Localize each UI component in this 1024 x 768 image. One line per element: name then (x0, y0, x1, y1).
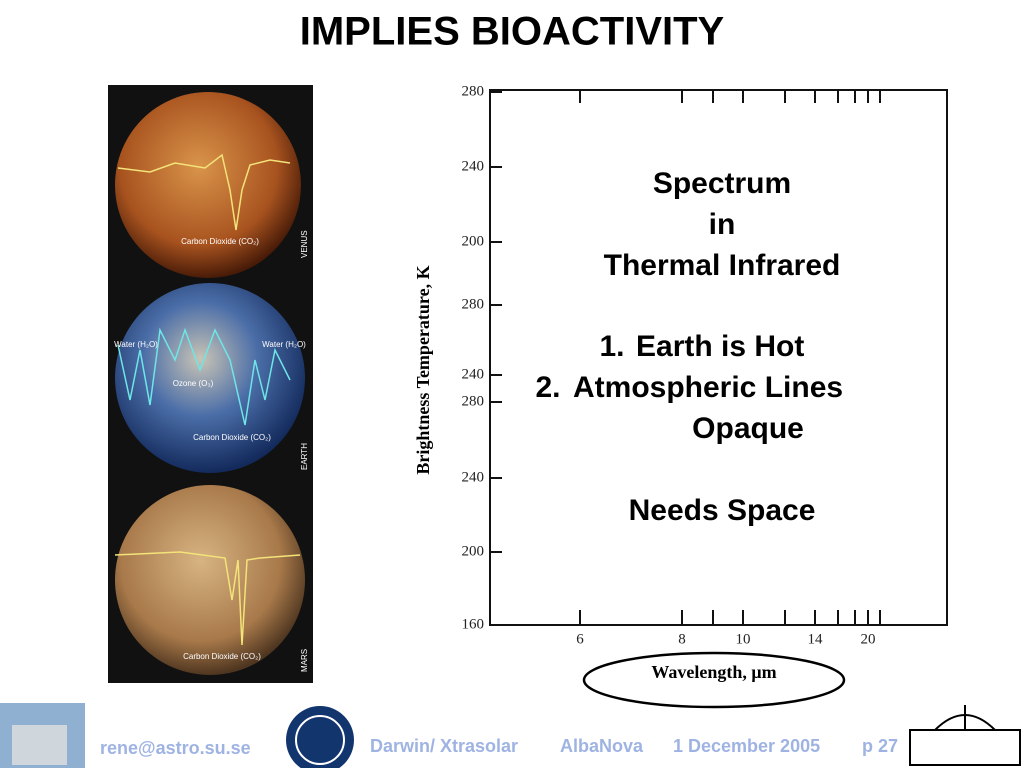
planet-label: Water (H₂O) (114, 340, 158, 349)
planet-name: MARS (300, 649, 309, 672)
heading-line: Spectrum (653, 167, 791, 200)
y-tick-label: 200 (462, 233, 485, 249)
footer-place: AlbaNova (560, 736, 644, 756)
footer-page: p 27 (862, 736, 898, 756)
footer-project: Darwin/ Xtrasolar (370, 736, 518, 756)
planet-panels: Carbon Dioxide (CO₂) VENUS Water (H₂O) W… (108, 85, 313, 683)
list-number: 1. (599, 330, 624, 363)
footer-date: 1 December 2005 (673, 736, 820, 756)
planet-name: EARTH (300, 443, 309, 470)
earth-spectrum (117, 327, 291, 426)
spectrum-figure: Brightness Temperature, K Wavelength, μm… (413, 83, 948, 709)
observatory-logo (909, 705, 1021, 766)
y-tick-label: 280 (462, 296, 485, 312)
y-tick-label: 240 (462, 158, 485, 174)
earth-image (115, 283, 305, 473)
x-tick-label: 6 (576, 631, 584, 647)
venus-spectrum (117, 153, 291, 231)
university-seal (286, 706, 354, 768)
x-tick-label: 10 (736, 631, 751, 647)
list-item: Earth is Hot (636, 330, 804, 363)
conclusion: Needs Space (629, 494, 816, 527)
y-tick-label: 200 (462, 543, 485, 559)
y-tick-label: 280 (462, 393, 485, 409)
planet-name: VENUS (300, 230, 309, 258)
seal-ring (295, 715, 345, 765)
list-number: 2. (535, 371, 560, 404)
planet-label: Water (H₂O) (262, 340, 306, 349)
x-tick-label: 14 (808, 631, 824, 647)
mars-spectrum (114, 551, 301, 646)
heading-line: Thermal Infrared (604, 249, 841, 282)
planet-label: Carbon Dioxide (CO₂) (183, 652, 261, 661)
list-item-continued: Opaque (692, 412, 804, 445)
mars-image (115, 485, 305, 675)
y-tick-label: 160 (462, 616, 485, 632)
heading-line: in (709, 208, 736, 241)
footer: rene@astro.su.se Darwin/ Xtrasolar AlbaN… (0, 703, 1021, 768)
y-tick-label: 240 (462, 469, 485, 485)
planet-label: Carbon Dioxide (CO₂) (181, 237, 259, 246)
figure-frame (489, 89, 948, 626)
footer-email: rene@astro.su.se (100, 738, 251, 758)
x-tick-label: 20 (861, 631, 876, 647)
planet-label: Carbon Dioxide (CO₂) (193, 433, 271, 442)
y-axis-label: Brightness Temperature, K (413, 265, 433, 474)
y-tick-label: 240 (462, 366, 485, 382)
venus-image (115, 92, 301, 278)
list-item: Atmospheric Lines (573, 371, 843, 404)
x-tick-label: 8 (678, 631, 686, 647)
highlight-ellipse (582, 651, 846, 709)
planet-label: Ozone (O₃) (173, 379, 214, 388)
x-axis-label: Wavelength, μm (651, 662, 776, 682)
overlay-text: Spectrum in Thermal Infrared 1. Earth is… (535, 167, 843, 527)
y-tick-label: 280 (462, 83, 485, 99)
building (12, 725, 67, 765)
slide-title: IMPLIES BIOACTIVITY (300, 10, 725, 54)
